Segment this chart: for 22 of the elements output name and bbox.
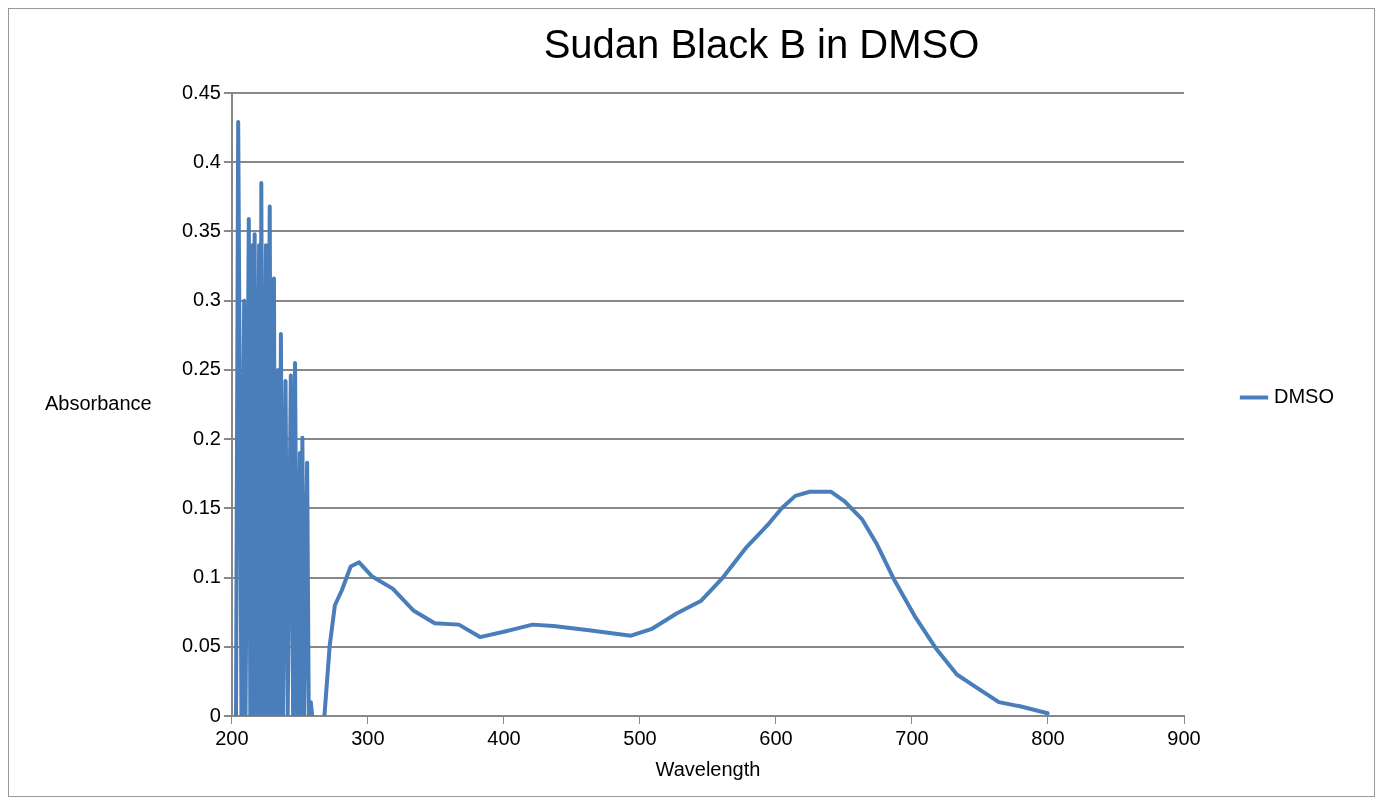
y-tick-label: 0.4 (193, 149, 221, 172)
x-tick-label: 400 (487, 726, 521, 749)
y-tick-label: 0.35 (181, 218, 221, 241)
y-tick-label: 0.45 (181, 80, 221, 103)
y-axis-title: Absorbance (45, 392, 152, 415)
x-tick-label: 600 (759, 726, 793, 749)
y-tick-label: 0.1 (193, 565, 221, 588)
x-axis-title: Wavelength (655, 757, 761, 780)
y-tick-label: 0.15 (181, 495, 221, 518)
y-tick-label: 0.05 (181, 634, 221, 657)
x-tick-label: 200 (215, 726, 249, 749)
x-tick-label: 900 (1167, 726, 1201, 749)
x-tick-label: 500 (623, 726, 657, 749)
y-tick-label: 0.2 (193, 426, 221, 449)
x-tick-label: 700 (895, 726, 929, 749)
y-tick-label: 0.25 (181, 357, 221, 380)
x-tick-label: 300 (351, 726, 385, 749)
chart-title: Sudan Black B in DMSO (543, 22, 980, 67)
y-tick-label: 0 (209, 703, 221, 726)
y-tick-label: 0.3 (193, 288, 221, 311)
legend-label: DMSO (1274, 385, 1334, 408)
x-tick-label: 800 (1031, 726, 1065, 749)
